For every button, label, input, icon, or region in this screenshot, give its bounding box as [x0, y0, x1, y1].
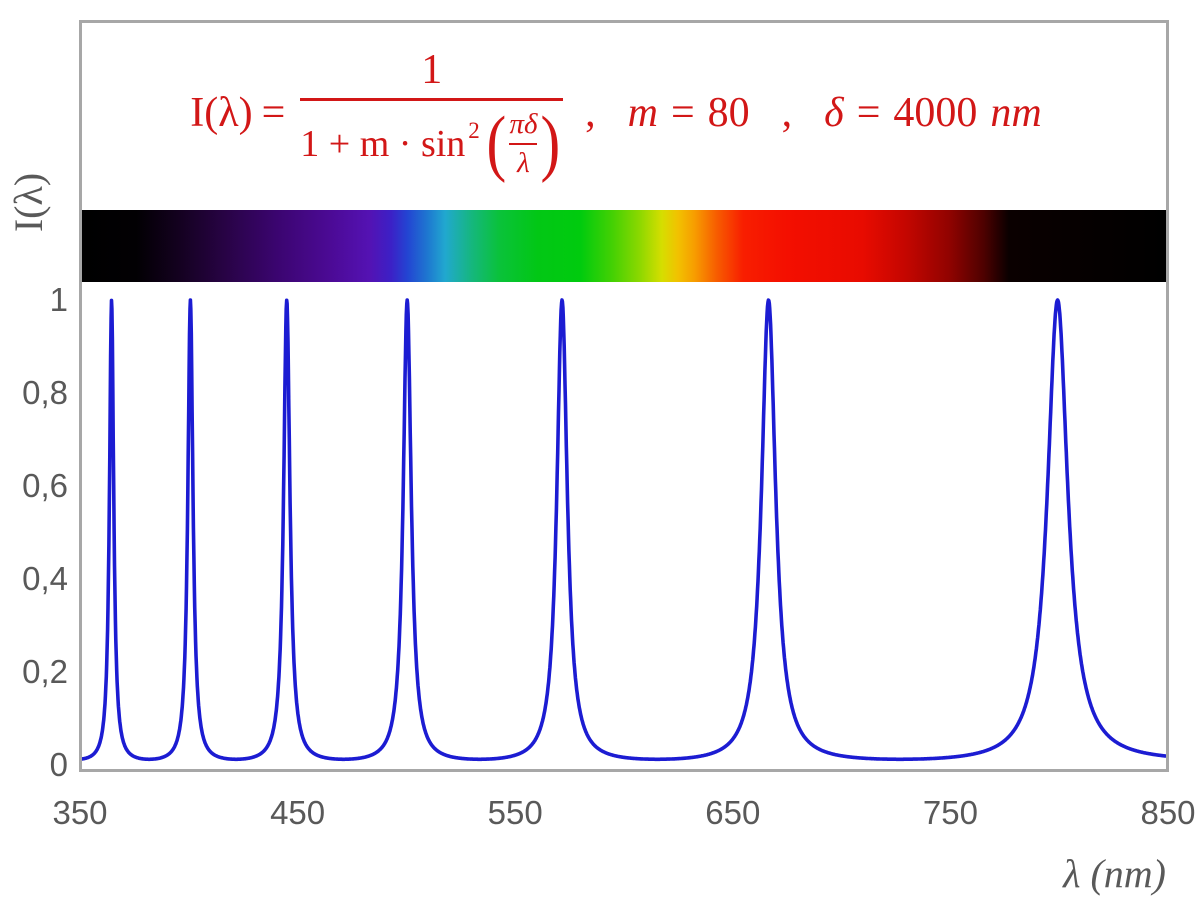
spectrum-bar [82, 210, 1166, 282]
denominator-text: 1 + m · sin [300, 122, 466, 165]
param-m-equals: = [670, 90, 695, 136]
open-paren: ( [486, 101, 506, 184]
param-m: m = 80 [628, 92, 750, 134]
param-delta-value: 4000 [893, 90, 978, 136]
formula-fraction: 1 1 + m · sin 2 ( πδ λ ) [300, 46, 564, 184]
param-m-symbol: m [627, 90, 658, 136]
x-tick-label: 650 [705, 794, 761, 831]
x-tick-label: 850 [1140, 794, 1196, 831]
fraction-bar [300, 97, 564, 101]
y-tick-label: 1 [49, 281, 68, 318]
param-delta-equals: = [856, 90, 881, 136]
x-tick-label: 450 [270, 794, 326, 831]
y-tick-label: 0,4 [22, 560, 68, 597]
fraction-numerator: 1 [421, 46, 443, 93]
comma: , [781, 90, 793, 136]
x-tick-label: 550 [487, 794, 543, 831]
y-tick-label: 0,8 [22, 374, 68, 411]
inner-numerator: πδ [509, 107, 538, 140]
y-axis-ticks: 1 0,8 0,6 0,4 0,2 0 [0, 0, 68, 924]
close-paren: ) [540, 101, 561, 184]
x-tick-label: 750 [922, 794, 978, 831]
inner-denominator: λ [517, 146, 530, 179]
x-tick-label: 350 [52, 794, 108, 831]
plot-frame: I(λ) = 1 1 + m · sin 2 ( πδ λ ) , m [79, 20, 1169, 772]
y-tick-label: 0,2 [22, 653, 68, 690]
intensity-curve [82, 298, 1166, 762]
intensity-curve-plot [82, 298, 1166, 762]
fraction-denominator: 1 + m · sin 2 ( πδ λ ) [300, 101, 563, 184]
formula-equals: = [261, 90, 286, 136]
inner-fraction: πδ λ [509, 107, 538, 179]
y-tick-label: 0 [49, 746, 68, 783]
x-axis-title: λ (nm) [1063, 851, 1166, 896]
param-delta-unit: nm [990, 90, 1042, 136]
x-axis-ticks: 350 450 550 650 750 850 [52, 793, 1195, 837]
comma: , [585, 90, 596, 136]
inner-fraction-bar [509, 142, 538, 145]
y-tick-label: 0,6 [22, 467, 68, 504]
param-m-value: 80 [707, 90, 750, 136]
formula-lhs: I(λ) [190, 90, 253, 136]
formula-annotation: I(λ) = 1 1 + m · sin 2 ( πδ λ ) , m [82, 33, 1166, 193]
param-delta-symbol: δ [824, 90, 844, 136]
param-delta: δ = 4000 nm [824, 92, 1042, 134]
sin-exponent: 2 [468, 118, 480, 143]
